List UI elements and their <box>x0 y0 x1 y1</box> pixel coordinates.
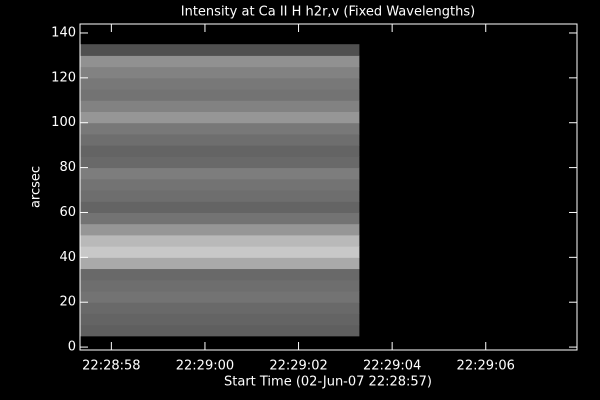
intensity-row <box>80 201 360 213</box>
x-tick-label: 22:29:04 <box>363 359 421 374</box>
x-tick-label: 22:29:02 <box>269 359 327 374</box>
intensity-row <box>80 122 360 135</box>
intensity-row <box>80 279 360 292</box>
intensity-row <box>80 66 360 79</box>
chart-title: Intensity at Ca II H h2r,v (Fixed Wavele… <box>181 5 475 20</box>
intensity-row <box>80 246 360 258</box>
y-tick-label: 60 <box>59 205 76 220</box>
x-axis-label: Start Time (02-Jun-07 22:28:57) <box>224 375 432 390</box>
intensity-row <box>80 145 360 157</box>
intensity-row <box>80 133 360 146</box>
intensity-row <box>80 100 360 113</box>
y-tick-label: 120 <box>51 70 76 85</box>
intensity-row <box>80 55 360 68</box>
plot-frame <box>79 23 578 351</box>
intensity-row <box>80 290 360 303</box>
intensity-row <box>80 167 360 180</box>
intensity-row <box>80 212 360 225</box>
y-tick-label: 80 <box>59 160 76 175</box>
y-axis-label: arcsec <box>29 166 44 208</box>
y-tick-label: 40 <box>59 250 76 265</box>
intensity-row <box>80 324 360 337</box>
x-tick-label: 22:29:00 <box>176 359 234 374</box>
intensity-row <box>80 257 360 270</box>
intensity-row <box>80 223 360 236</box>
x-tick-label: 22:29:06 <box>457 359 515 374</box>
intensity-row <box>80 111 360 124</box>
y-tick-label: 140 <box>51 25 76 40</box>
intensity-row <box>80 190 360 202</box>
intensity-row <box>80 313 360 326</box>
intensity-row <box>80 268 360 281</box>
y-tick-label: 100 <box>51 115 76 130</box>
intensity-row <box>80 156 360 169</box>
intensity-row <box>80 44 360 56</box>
intensity-row <box>80 89 360 101</box>
intensity-row <box>80 77 360 90</box>
y-tick-label: 20 <box>59 295 76 310</box>
intensity-row <box>80 234 360 247</box>
y-tick-label: 0 <box>68 340 76 355</box>
intensity-row <box>80 302 360 314</box>
x-tick-label: 22:28:58 <box>82 359 140 374</box>
intensity-row <box>80 178 360 191</box>
image <box>80 44 360 337</box>
